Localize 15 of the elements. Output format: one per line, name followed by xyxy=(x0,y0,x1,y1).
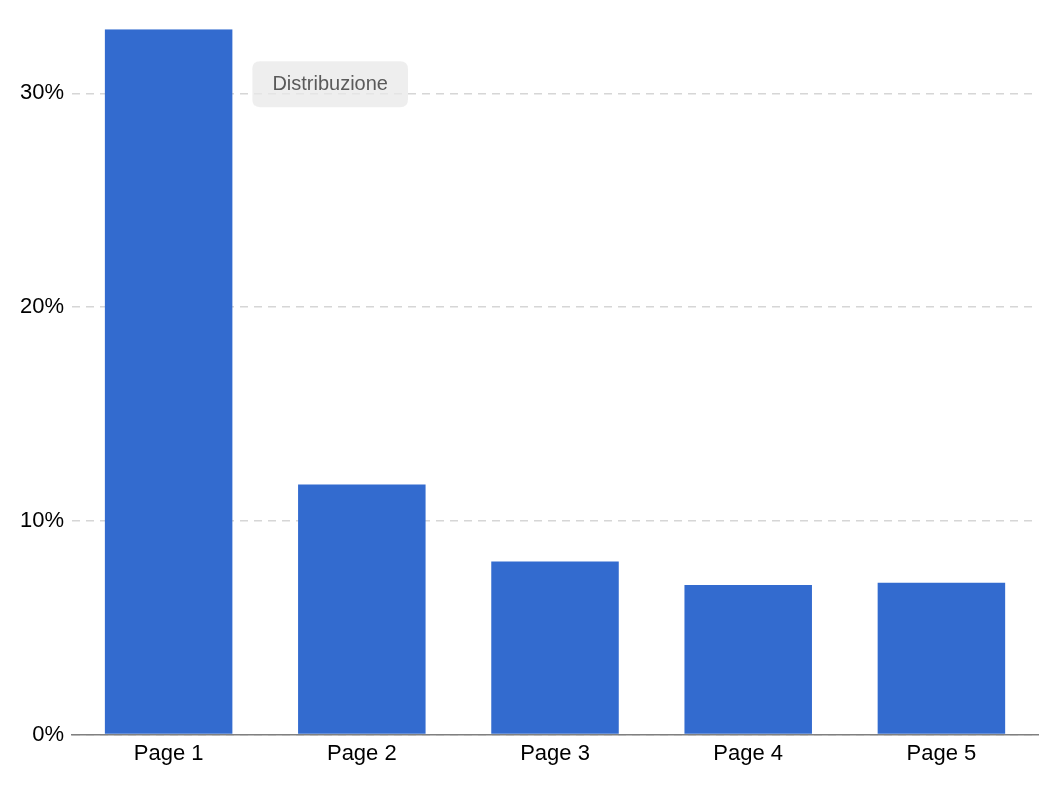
x-tick-label: Page 1 xyxy=(133,739,204,765)
y-tick-label: 30% xyxy=(19,79,65,105)
annotation: Distribuzione xyxy=(272,71,388,94)
x-tick-label: Page 3 xyxy=(520,739,590,765)
bar xyxy=(684,584,812,734)
y-tick-label: 10% xyxy=(19,506,65,532)
y-tick-label: 0% xyxy=(32,720,65,746)
x-tick-label: Page 5 xyxy=(906,739,977,765)
bar xyxy=(491,561,619,734)
bar xyxy=(298,484,426,734)
bar xyxy=(104,29,233,734)
x-tick-label: Page 4 xyxy=(713,739,784,765)
bar xyxy=(877,582,1006,734)
x-tick-label: Page 2 xyxy=(326,739,397,765)
y-tick-label: 20% xyxy=(19,293,65,319)
